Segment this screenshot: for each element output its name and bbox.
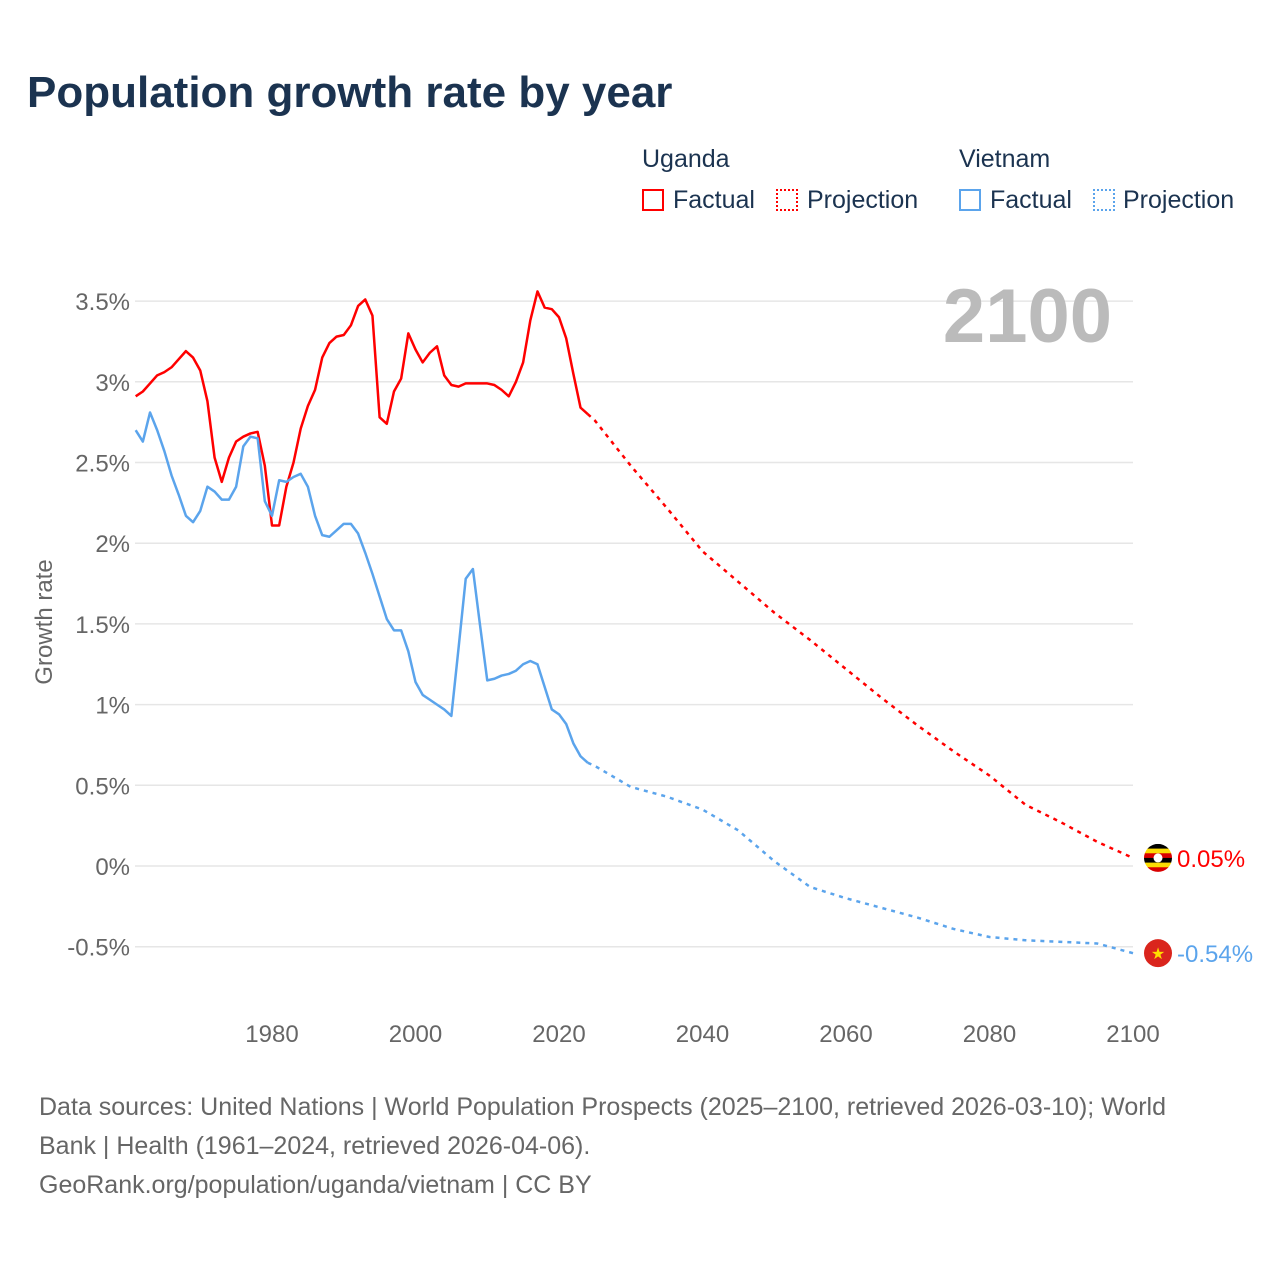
vietnam-flag-icon: ★ xyxy=(1144,939,1172,968)
end-value-label-uganda: 0.05% xyxy=(1177,846,1245,873)
y-tick-label: 2.5% xyxy=(75,451,130,478)
legend-group-uganda: Uganda xyxy=(642,145,730,173)
y-tick-label: 3.5% xyxy=(75,289,130,316)
chart-title: Population growth rate by year xyxy=(27,68,673,117)
y-tick-label: 0% xyxy=(95,854,130,881)
series-uganda-factual-line xyxy=(134,290,589,527)
legend-uganda-projection[interactable]: Projection xyxy=(807,186,919,214)
x-tick-label: 1980 xyxy=(245,1021,298,1048)
x-tick-label: 2000 xyxy=(389,1021,442,1048)
legend-swatch-vietnam-factual xyxy=(959,189,981,211)
legend-swatch-uganda-factual xyxy=(642,189,664,211)
series-vietnam-projection-line xyxy=(587,761,1134,955)
series-uganda-projection-line xyxy=(586,413,1134,860)
legend-uganda-factual[interactable]: Factual xyxy=(673,186,755,214)
plot-area: -0.5% 0% 0.5% 1% 1.5% 2% 2.5% 3% 3.5% 1980 2000 202… xyxy=(31,274,1253,1048)
x-tick-label: 2080 xyxy=(963,1021,1016,1048)
y-tick-label: 1% xyxy=(95,693,130,720)
legend-swatch-uganda-projection xyxy=(776,189,798,211)
legend-group-vietnam: Vietnam xyxy=(959,145,1051,173)
x-tick-label: 2020 xyxy=(532,1021,585,1048)
legend-vietnam-factual[interactable]: Factual xyxy=(990,186,1072,214)
legend-vietnam-projection[interactable]: Projection xyxy=(1123,186,1235,214)
end-value-label-vietnam: -0.54% xyxy=(1177,941,1253,968)
attribution-link[interactable]: GeoRank.org/population/uganda/vietnam | … xyxy=(39,1171,592,1199)
x-tick-label: 2040 xyxy=(676,1021,729,1048)
source-line-2: Bank | Health (1961–2024, retrieved 2026… xyxy=(39,1132,591,1160)
uganda-flag-icon xyxy=(1144,843,1172,872)
legend-swatch-vietnam-projection xyxy=(1093,189,1115,211)
data-sources: Data sources: United Nations | World Pop… xyxy=(39,1088,1239,1205)
y-tick-label: 2% xyxy=(95,531,130,558)
series-vietnam-factual-line xyxy=(134,411,589,764)
y-tick-label: 3% xyxy=(95,370,130,397)
x-tick-label: 2100 xyxy=(1106,1021,1159,1048)
y-tick-label: 0.5% xyxy=(75,773,130,800)
x-tick-label: 2060 xyxy=(819,1021,872,1048)
y-tick-label: -0.5% xyxy=(67,935,130,962)
year-watermark: 2100 xyxy=(943,274,1112,359)
y-axis-label: Growth rate xyxy=(31,559,58,684)
svg-text:★: ★ xyxy=(1151,946,1165,963)
source-line-1: Data sources: United Nations | World Pop… xyxy=(39,1093,1167,1121)
y-tick-label: 1.5% xyxy=(75,612,130,639)
